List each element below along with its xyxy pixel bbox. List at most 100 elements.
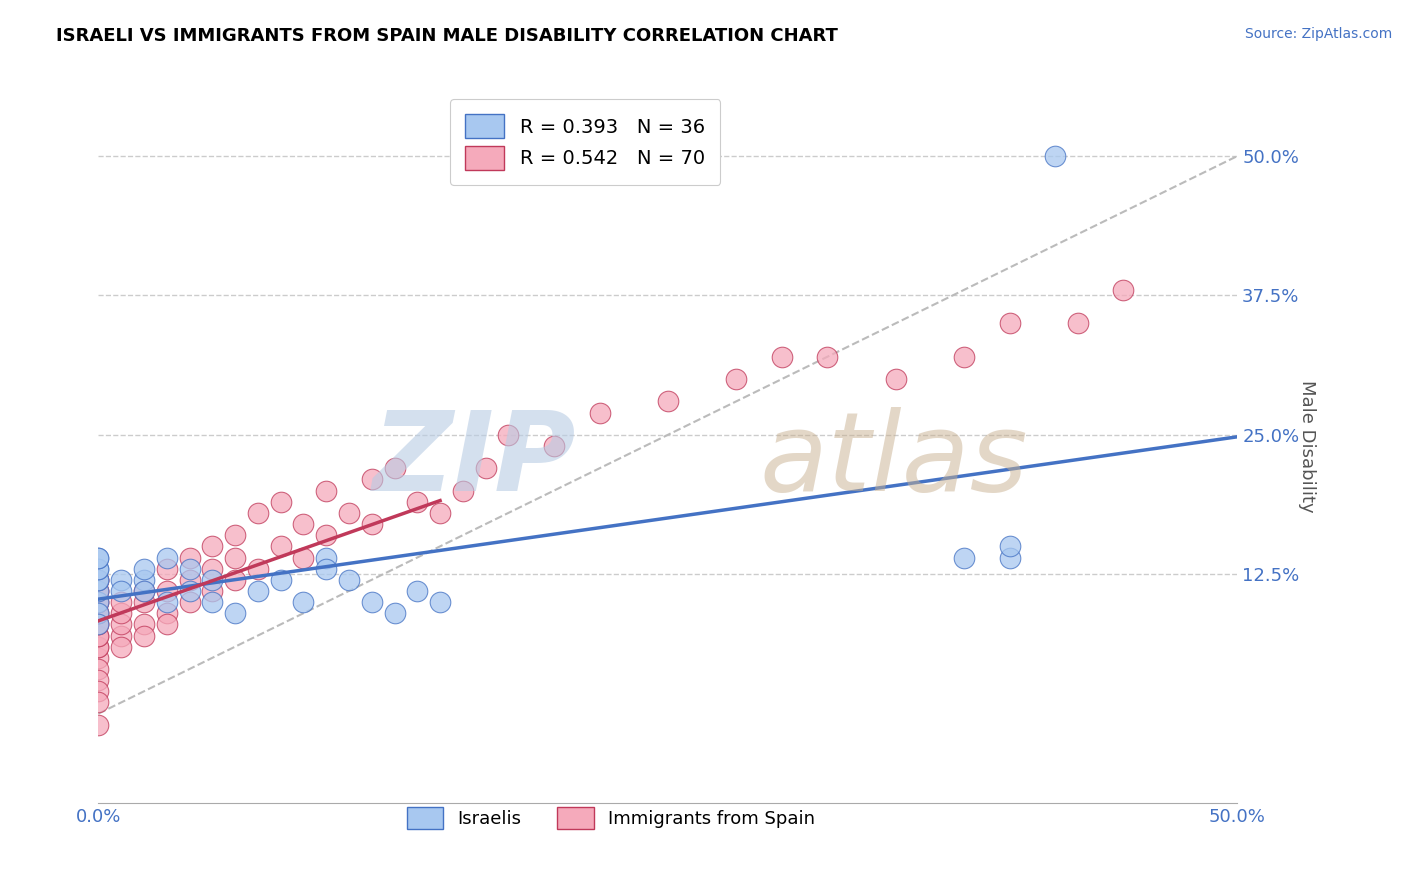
Point bbox=[110, 595, 132, 609]
Point bbox=[156, 550, 179, 565]
Point bbox=[87, 651, 110, 665]
Point bbox=[87, 628, 110, 642]
Point bbox=[87, 562, 110, 576]
Point bbox=[87, 673, 110, 688]
Point bbox=[87, 617, 110, 632]
Point bbox=[292, 516, 315, 531]
Point bbox=[270, 539, 292, 553]
Point bbox=[224, 550, 246, 565]
Point bbox=[315, 550, 337, 565]
Point bbox=[292, 550, 315, 565]
Point bbox=[953, 350, 976, 364]
Point bbox=[156, 562, 179, 576]
Point bbox=[87, 583, 110, 598]
Point bbox=[87, 717, 110, 731]
Point bbox=[132, 617, 155, 632]
Point bbox=[87, 595, 110, 609]
Point bbox=[87, 595, 110, 609]
Point bbox=[156, 607, 179, 621]
Point bbox=[246, 583, 269, 598]
Text: atlas: atlas bbox=[759, 407, 1028, 514]
Point bbox=[179, 573, 201, 587]
Point bbox=[998, 550, 1021, 565]
Point bbox=[87, 640, 110, 654]
Point bbox=[657, 394, 679, 409]
Point bbox=[87, 696, 110, 710]
Point bbox=[87, 550, 110, 565]
Point bbox=[87, 573, 110, 587]
Point bbox=[132, 595, 155, 609]
Point bbox=[384, 461, 406, 475]
Point bbox=[224, 573, 246, 587]
Point bbox=[110, 628, 132, 642]
Text: ZIP: ZIP bbox=[373, 407, 576, 514]
Point bbox=[110, 583, 132, 598]
Point bbox=[360, 595, 382, 609]
Point bbox=[156, 595, 179, 609]
Point bbox=[201, 562, 224, 576]
Point bbox=[87, 617, 110, 632]
Point bbox=[87, 550, 110, 565]
Point bbox=[588, 405, 610, 419]
Point bbox=[201, 595, 224, 609]
Point bbox=[179, 550, 201, 565]
Point bbox=[132, 573, 155, 587]
Point bbox=[132, 583, 155, 598]
Point bbox=[156, 583, 179, 598]
Point bbox=[110, 607, 132, 621]
Point bbox=[201, 539, 224, 553]
Point bbox=[360, 516, 382, 531]
Point bbox=[87, 573, 110, 587]
Legend: Israelis, Immigrants from Spain: Israelis, Immigrants from Spain bbox=[399, 800, 823, 837]
Point bbox=[429, 506, 451, 520]
Point bbox=[224, 528, 246, 542]
Point bbox=[360, 473, 382, 487]
Y-axis label: Male Disability: Male Disability bbox=[1298, 380, 1316, 512]
Point bbox=[87, 607, 110, 621]
Point bbox=[953, 550, 976, 565]
Point bbox=[543, 439, 565, 453]
Point bbox=[87, 583, 110, 598]
Point bbox=[429, 595, 451, 609]
Text: Source: ZipAtlas.com: Source: ZipAtlas.com bbox=[1244, 27, 1392, 41]
Point bbox=[132, 583, 155, 598]
Point bbox=[315, 562, 337, 576]
Point bbox=[337, 573, 360, 587]
Point bbox=[110, 573, 132, 587]
Point bbox=[474, 461, 496, 475]
Point bbox=[87, 573, 110, 587]
Point bbox=[270, 494, 292, 508]
Point bbox=[292, 595, 315, 609]
Point bbox=[998, 316, 1021, 330]
Point bbox=[884, 372, 907, 386]
Point bbox=[406, 494, 429, 508]
Point bbox=[1043, 149, 1066, 163]
Point bbox=[132, 628, 155, 642]
Point bbox=[815, 350, 838, 364]
Point bbox=[998, 539, 1021, 553]
Point bbox=[110, 640, 132, 654]
Point bbox=[132, 562, 155, 576]
Point bbox=[87, 562, 110, 576]
Point bbox=[110, 617, 132, 632]
Point bbox=[337, 506, 360, 520]
Point bbox=[87, 617, 110, 632]
Point bbox=[87, 595, 110, 609]
Point bbox=[179, 583, 201, 598]
Point bbox=[87, 628, 110, 642]
Point bbox=[406, 583, 429, 598]
Point bbox=[201, 583, 224, 598]
Point bbox=[270, 573, 292, 587]
Point bbox=[87, 684, 110, 698]
Point bbox=[179, 562, 201, 576]
Point bbox=[87, 607, 110, 621]
Point bbox=[384, 607, 406, 621]
Point bbox=[87, 662, 110, 676]
Point bbox=[315, 483, 337, 498]
Point bbox=[1112, 283, 1135, 297]
Point bbox=[770, 350, 793, 364]
Point bbox=[224, 607, 246, 621]
Point bbox=[201, 573, 224, 587]
Point bbox=[156, 617, 179, 632]
Point bbox=[315, 528, 337, 542]
